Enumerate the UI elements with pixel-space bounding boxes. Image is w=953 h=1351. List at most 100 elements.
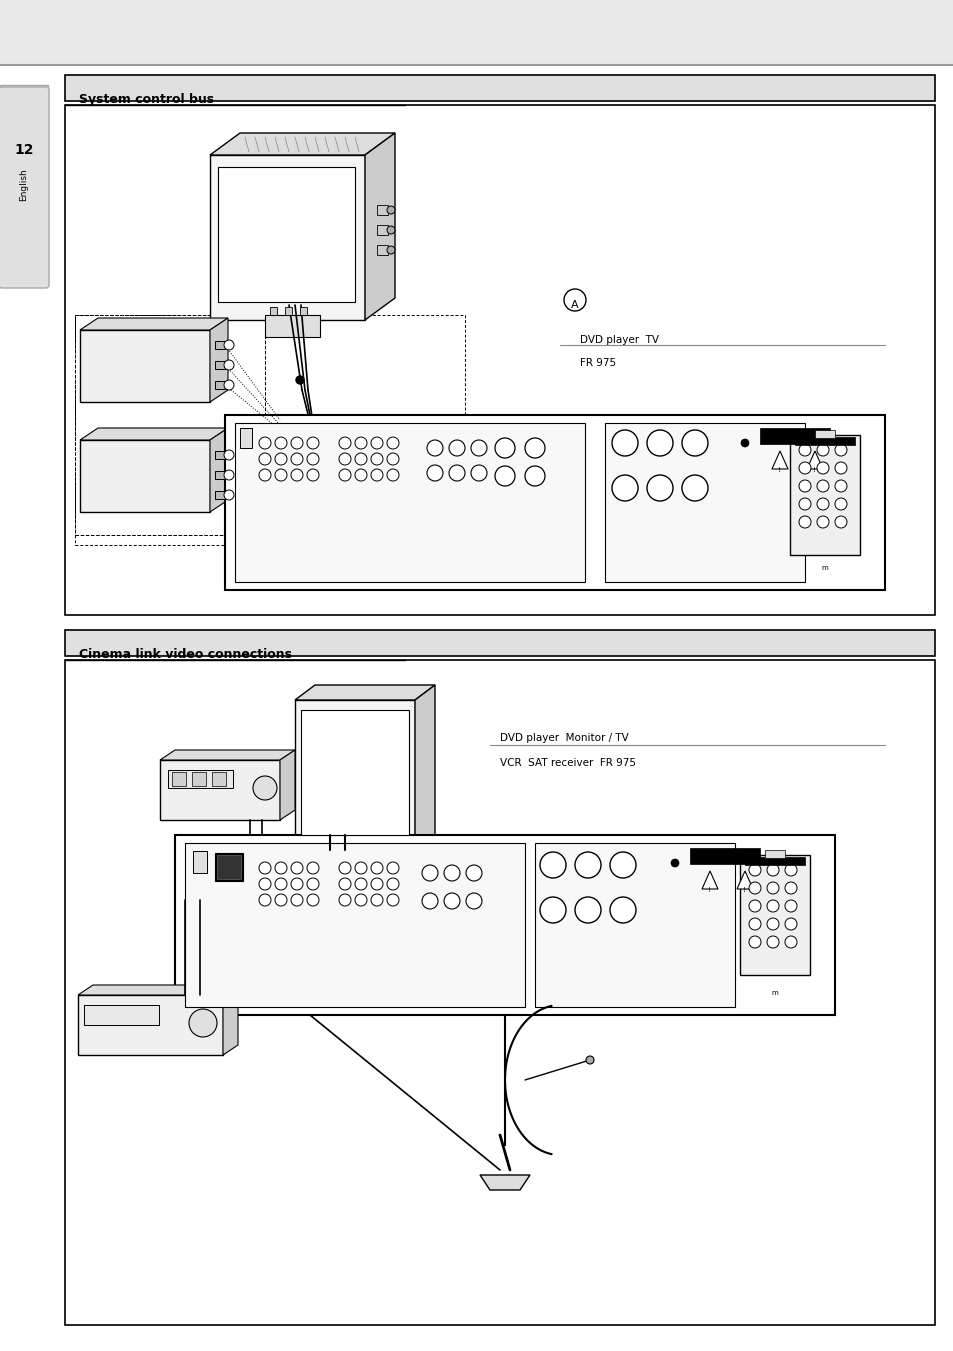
Bar [760,428,829,444]
Circle shape [816,480,828,492]
Text: System control bus: System control bus [79,93,213,105]
Bar [65,105,934,615]
Polygon shape [214,451,225,459]
Circle shape [834,516,846,528]
Circle shape [224,340,233,350]
Circle shape [387,246,395,254]
Bar [689,848,760,865]
Circle shape [387,469,398,481]
Circle shape [224,380,233,390]
Circle shape [766,900,779,912]
Polygon shape [701,871,718,889]
Bar [294,700,415,850]
Circle shape [816,499,828,509]
Circle shape [258,894,271,907]
Text: m: m [771,990,778,996]
Circle shape [224,490,233,500]
Text: !: ! [741,888,744,893]
Circle shape [258,878,271,890]
Circle shape [295,376,304,384]
Text: !: ! [812,467,815,473]
Circle shape [465,893,481,909]
Circle shape [371,894,382,907]
Text: 12: 12 [14,143,33,157]
Text: !: ! [777,467,780,473]
Polygon shape [223,985,237,1055]
Bar [240,428,252,449]
Circle shape [539,897,565,923]
Circle shape [291,878,303,890]
Bar [789,435,859,555]
Text: DVD player  Monitor / TV: DVD player Monitor / TV [499,734,628,743]
Circle shape [258,436,271,449]
Circle shape [387,878,398,890]
Circle shape [799,444,810,457]
Bar [65,76,934,101]
Polygon shape [280,750,294,820]
Circle shape [784,917,796,929]
Circle shape [799,480,810,492]
Circle shape [816,462,828,474]
Circle shape [495,438,515,458]
Circle shape [338,894,351,907]
Polygon shape [214,490,225,499]
Bar [172,771,186,786]
Polygon shape [160,750,294,761]
Circle shape [307,894,318,907]
Bar [225,415,884,590]
Circle shape [355,862,367,874]
Bar [65,661,934,1325]
Bar [234,423,584,582]
Bar [0,0,953,65]
Circle shape [748,865,760,875]
Bar [65,630,934,657]
Circle shape [355,436,367,449]
Circle shape [258,469,271,481]
Text: DVD player  TV: DVD player TV [579,335,659,345]
Circle shape [609,852,636,878]
Circle shape [421,893,437,909]
Bar [174,835,834,1015]
Circle shape [224,450,233,459]
Circle shape [291,469,303,481]
Polygon shape [285,307,292,315]
Circle shape [766,917,779,929]
Circle shape [740,439,748,447]
Circle shape [612,476,638,501]
Circle shape [307,862,318,874]
Polygon shape [376,245,388,255]
Circle shape [291,436,303,449]
Bar [78,994,223,1055]
Circle shape [338,469,351,481]
Circle shape [371,862,382,874]
Polygon shape [214,381,225,389]
Circle shape [338,453,351,465]
Polygon shape [479,1175,530,1190]
Circle shape [612,430,638,457]
Circle shape [355,878,367,890]
Circle shape [274,894,287,907]
Circle shape [371,469,382,481]
Circle shape [766,882,779,894]
Circle shape [253,775,276,800]
Bar [604,423,804,582]
Circle shape [471,440,486,457]
Polygon shape [376,226,388,235]
Bar [216,855,241,880]
Polygon shape [365,132,395,320]
Circle shape [748,936,760,948]
Circle shape [274,436,287,449]
Bar [210,155,365,320]
Circle shape [258,862,271,874]
Polygon shape [294,685,435,700]
Circle shape [524,438,544,458]
Circle shape [784,882,796,894]
Circle shape [784,936,796,948]
Bar [160,761,280,820]
Circle shape [307,469,318,481]
Circle shape [387,205,395,213]
Bar [218,168,355,303]
Bar [794,436,854,444]
Bar [75,315,464,544]
Circle shape [189,1009,216,1038]
